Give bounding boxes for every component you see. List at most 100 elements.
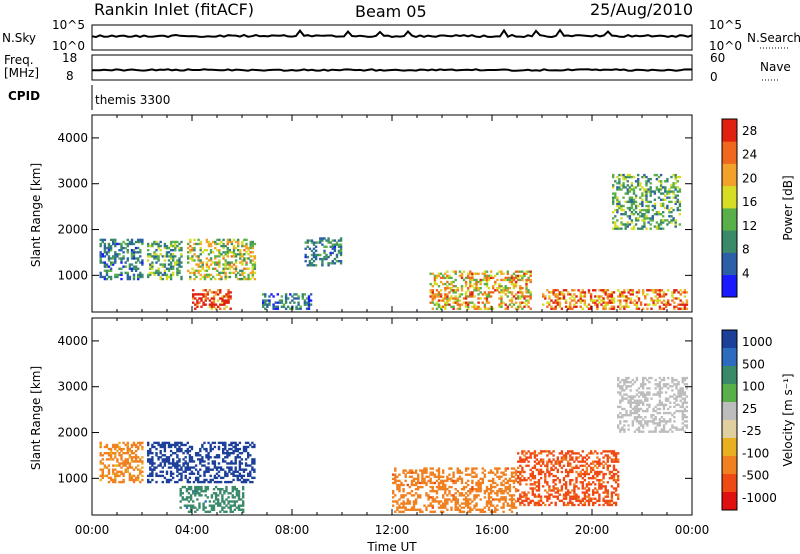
data-cell	[444, 500, 447, 503]
data-cell	[596, 305, 599, 308]
data-cell	[197, 478, 200, 482]
data-cell	[189, 488, 193, 491]
data-cell	[122, 447, 125, 451]
data-cell	[120, 249, 123, 252]
data-cell	[620, 213, 623, 216]
data-cell	[214, 242, 217, 246]
data-cell	[414, 483, 418, 487]
data-cell	[500, 506, 503, 509]
data-cell	[307, 303, 311, 306]
data-cell	[589, 307, 593, 310]
data-cell	[247, 452, 250, 455]
data-cell	[579, 305, 582, 308]
data-cell	[329, 253, 332, 257]
data-cell	[508, 479, 512, 483]
data-cell	[523, 491, 526, 494]
data-cell	[178, 472, 181, 475]
data-cell	[623, 289, 626, 292]
data-cell	[525, 285, 528, 288]
data-cell	[469, 473, 472, 476]
data-cell	[425, 506, 428, 509]
data-cell	[161, 458, 164, 461]
data-cell	[183, 498, 187, 501]
data-cell	[525, 289, 528, 292]
data-cell	[517, 460, 520, 463]
data-cell	[237, 277, 240, 281]
data-cell	[247, 249, 250, 252]
data-cell	[458, 274, 462, 278]
data-cell	[648, 403, 651, 407]
data-cell	[400, 481, 403, 485]
data-cell	[628, 198, 632, 201]
data-cell	[672, 219, 675, 222]
data-cell	[598, 297, 601, 300]
data-cell	[531, 474, 534, 478]
data-cell	[475, 508, 478, 511]
data-cell	[186, 480, 189, 484]
data-cell	[504, 467, 507, 470]
data-cell	[339, 247, 343, 250]
data-cell	[236, 449, 239, 453]
data-cell	[446, 293, 449, 296]
data-cell	[642, 430, 645, 433]
data-cell	[266, 303, 269, 306]
data-cell	[674, 178, 677, 181]
data-cell	[648, 387, 651, 390]
data-cell	[176, 267, 179, 270]
data-cell	[137, 474, 140, 478]
data-cell	[535, 489, 539, 492]
data-cell	[448, 490, 451, 493]
data-cell	[169, 255, 173, 258]
data-cell	[508, 291, 512, 294]
data-cell	[207, 470, 210, 473]
data-cell	[517, 291, 520, 294]
data-cell	[483, 278, 487, 282]
data-cell	[649, 223, 652, 226]
data-cell	[585, 499, 589, 503]
data-cell	[641, 200, 644, 204]
data-cell	[604, 499, 607, 503]
data-cell	[198, 488, 201, 491]
data-cell	[634, 223, 638, 226]
data-cell	[648, 381, 651, 384]
data-cell	[176, 464, 179, 467]
data-cell	[165, 460, 169, 463]
data-cell	[194, 488, 197, 491]
data-cell	[676, 208, 679, 212]
data-cell	[190, 460, 194, 463]
data-cell	[339, 253, 343, 257]
data-cell	[435, 492, 439, 495]
data-cell	[645, 192, 648, 195]
data-cell	[589, 450, 593, 453]
data-cell	[157, 458, 160, 461]
data-cell	[394, 475, 397, 478]
data-cell	[194, 510, 197, 513]
data-cell	[244, 458, 248, 461]
data-cell	[617, 295, 620, 298]
data-cell	[653, 225, 657, 228]
data-cell	[469, 295, 472, 298]
data-cell	[469, 291, 472, 294]
data-cell	[604, 303, 607, 306]
data-cell	[552, 495, 555, 498]
data-cell	[630, 184, 634, 187]
data-cell	[620, 221, 623, 224]
data-cell	[479, 498, 482, 501]
data-cell	[560, 450, 564, 453]
data-cell	[606, 493, 609, 496]
data-cell	[439, 510, 443, 513]
data-cell	[237, 492, 241, 495]
data-cell	[221, 508, 224, 511]
data-cell	[212, 303, 216, 306]
data-cell	[161, 441, 164, 445]
data-cell	[594, 450, 597, 453]
data-cell	[598, 495, 601, 498]
data-cell	[496, 272, 499, 275]
data-cell	[243, 244, 246, 248]
data-cell	[454, 270, 457, 273]
data-cell	[662, 204, 665, 208]
data-cell	[225, 498, 228, 501]
data-cell	[305, 303, 309, 306]
data-cell	[622, 178, 625, 181]
data-cell	[656, 403, 659, 407]
